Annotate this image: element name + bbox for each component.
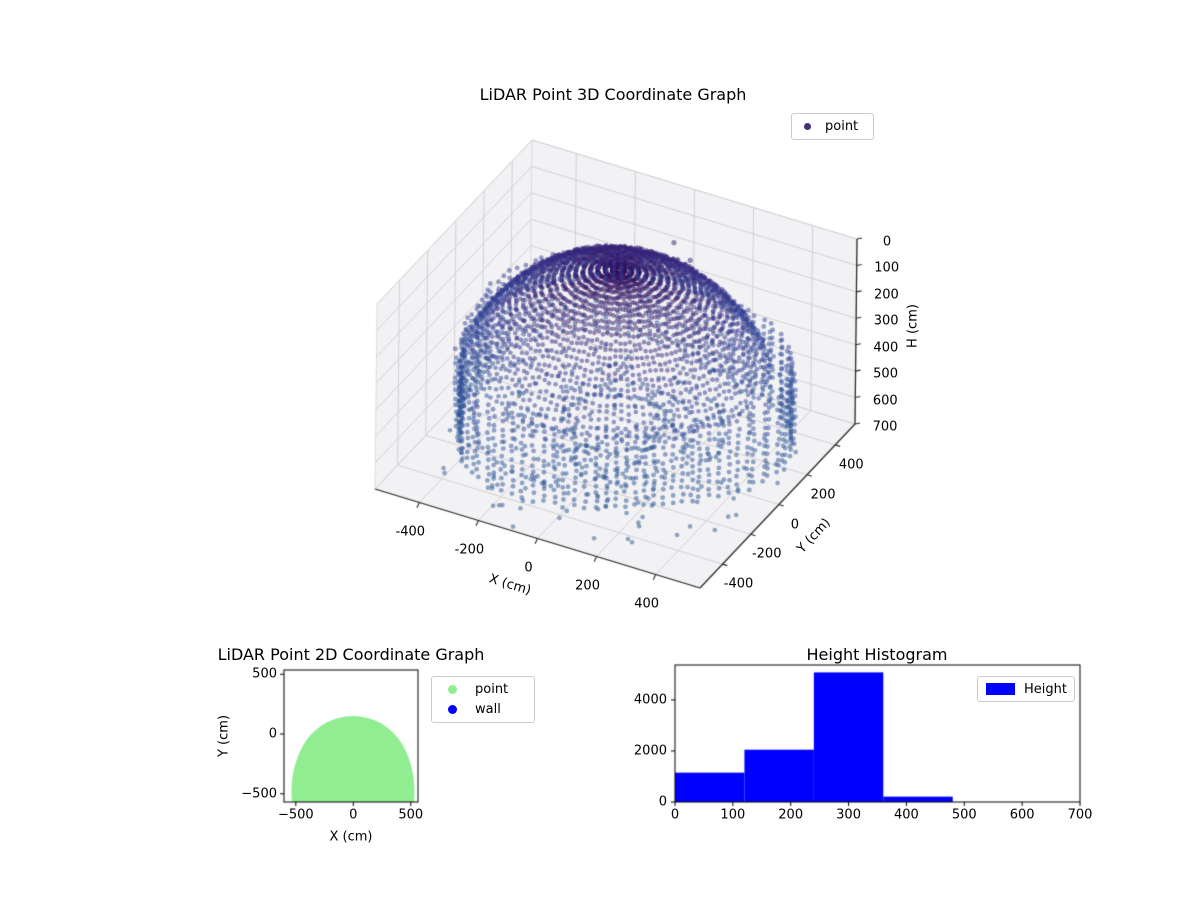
histogram-legend: Height	[977, 676, 1075, 702]
tick-label: 0	[268, 726, 277, 742]
tick-label: 0	[790, 517, 800, 532]
tick-label: -200	[751, 546, 782, 562]
tick-label: 700	[1067, 807, 1093, 823]
legend-item-height: Height	[978, 679, 1074, 699]
tick-label: 400	[634, 596, 660, 611]
legend-label: Height	[1024, 681, 1067, 697]
wall-marker-swatch	[448, 705, 457, 714]
tick-label: 300	[836, 807, 861, 823]
tick-label: 0	[658, 794, 667, 810]
tick-label: 400	[894, 807, 919, 823]
tick-label: 0	[349, 807, 358, 823]
tick-label: 500	[873, 366, 898, 382]
tick-label: -200	[454, 542, 485, 557]
tick-label: 0	[882, 234, 892, 250]
tick-label: 700	[872, 419, 898, 435]
legend-item-point: point	[432, 680, 534, 700]
tick-label: 300	[873, 313, 899, 329]
plot2d-yaxis-label: Y (cm)	[216, 714, 232, 758]
tick-label: -400	[723, 576, 754, 592]
legend-item-wall: wall	[432, 700, 534, 720]
tick-label: 2000	[633, 743, 667, 759]
point-marker-swatch	[448, 685, 457, 694]
plot2d-title: LiDAR Point 2D Coordinate Graph	[217, 645, 485, 664]
tick-label: 100	[720, 807, 746, 823]
tick-label: 200	[778, 807, 804, 823]
tick-label: −500	[277, 807, 314, 823]
tick-label: 600	[872, 393, 898, 409]
tick-label: -400	[395, 524, 426, 539]
legend-label: point	[825, 119, 859, 134]
legend-item-point: point	[792, 117, 873, 137]
tick-label: 600	[1009, 807, 1035, 823]
plot3d-title: LiDAR Point 3D Coordinate Graph	[479, 85, 747, 104]
plot3d-legend: point	[791, 113, 874, 140]
plot2d-xaxis-label: X (cm)	[329, 829, 373, 845]
histogram-title: Height Histogram	[806, 645, 948, 664]
legend-label: point	[475, 682, 509, 697]
legend-label: wall	[475, 702, 501, 717]
tick-label: 400	[838, 457, 864, 473]
tick-label: −500	[241, 786, 277, 802]
tick-label: 200	[575, 578, 600, 593]
tick-label: 400	[873, 340, 899, 356]
plot3d-zaxis-label: H (cm)	[905, 304, 921, 348]
point-marker-swatch	[804, 123, 811, 130]
tick-label: 4000	[633, 692, 667, 708]
plot2d-legend: point wall	[431, 676, 535, 723]
tick-label: 200	[810, 487, 836, 503]
tick-label: 100	[874, 260, 900, 276]
tick-label: 500	[951, 807, 977, 823]
tick-label: 0	[524, 560, 533, 575]
tick-label: 500	[398, 807, 424, 823]
tick-label: 500	[252, 666, 277, 682]
tick-label: 200	[874, 287, 899, 303]
tick-label: 0	[670, 807, 680, 823]
height-bar-swatch	[986, 683, 1015, 695]
